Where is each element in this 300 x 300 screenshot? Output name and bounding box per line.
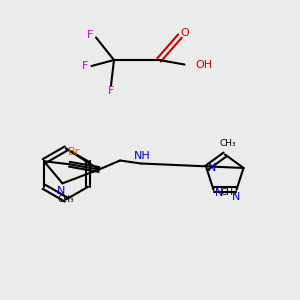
Text: F: F [87, 29, 93, 40]
Text: F: F [82, 61, 89, 71]
Text: CH₃: CH₃ [57, 195, 74, 204]
Text: N: N [215, 188, 224, 198]
Text: F: F [108, 86, 114, 97]
Text: N: N [232, 192, 241, 202]
Text: NH: NH [134, 151, 151, 161]
Text: CH₃: CH₃ [220, 140, 236, 148]
Text: Br: Br [68, 147, 80, 157]
Text: CH₃: CH₃ [220, 188, 237, 197]
Text: N: N [208, 163, 217, 173]
Text: O: O [180, 28, 189, 38]
Text: OH: OH [195, 59, 212, 70]
Text: N: N [57, 186, 65, 196]
